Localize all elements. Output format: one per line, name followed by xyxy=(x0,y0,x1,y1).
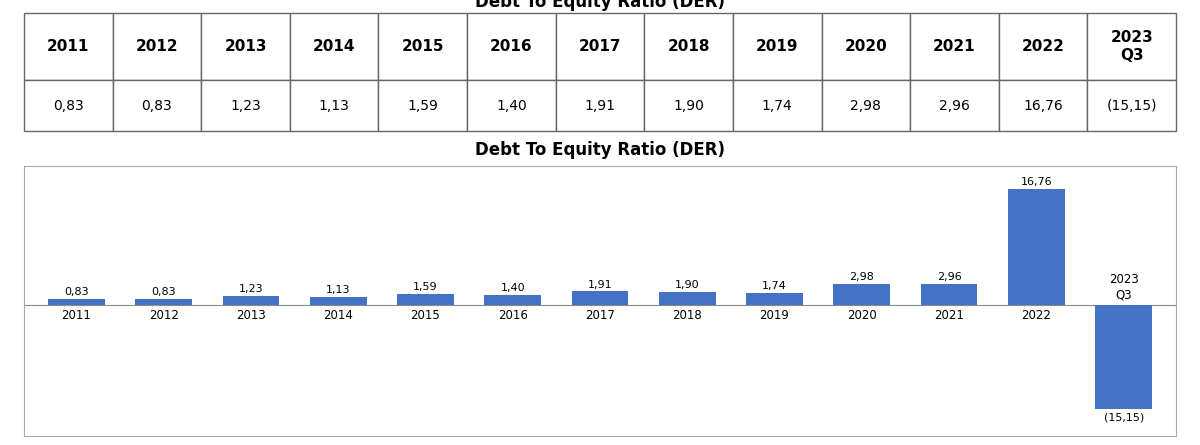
Text: 0,83: 0,83 xyxy=(64,287,89,297)
Bar xyxy=(571,291,629,305)
Text: 1,91: 1,91 xyxy=(588,280,612,290)
Text: 2017: 2017 xyxy=(586,309,614,323)
Text: 2019: 2019 xyxy=(760,309,790,323)
Bar xyxy=(834,284,890,305)
Text: (15,15): (15,15) xyxy=(1104,412,1144,422)
Text: 0,83: 0,83 xyxy=(151,287,176,297)
Bar xyxy=(136,299,192,305)
Text: 2,98: 2,98 xyxy=(850,272,875,282)
Bar xyxy=(1096,305,1152,409)
Text: 1,74: 1,74 xyxy=(762,281,787,291)
Bar xyxy=(920,284,978,305)
Bar xyxy=(310,297,366,305)
Text: 2,96: 2,96 xyxy=(937,272,961,283)
Text: 2012: 2012 xyxy=(149,309,179,323)
Bar xyxy=(48,299,104,305)
Text: 1,59: 1,59 xyxy=(413,282,438,292)
Bar xyxy=(397,294,454,305)
Text: 2023
Q3: 2023 Q3 xyxy=(1109,273,1139,301)
Text: 1,90: 1,90 xyxy=(674,280,700,290)
Bar xyxy=(485,295,541,305)
Text: 2013: 2013 xyxy=(236,309,265,323)
Bar xyxy=(1008,189,1064,305)
Text: 2022: 2022 xyxy=(1021,309,1051,323)
Text: 2011: 2011 xyxy=(61,309,91,323)
Bar xyxy=(222,296,280,305)
Text: 2021: 2021 xyxy=(934,309,964,323)
Text: 1,23: 1,23 xyxy=(239,284,263,295)
Text: 2016: 2016 xyxy=(498,309,528,323)
Text: 16,76: 16,76 xyxy=(1020,177,1052,187)
Text: 2015: 2015 xyxy=(410,309,440,323)
Title: Debt To Equity Ratio (DER): Debt To Equity Ratio (DER) xyxy=(475,141,725,159)
Text: 2014: 2014 xyxy=(323,309,353,323)
Bar xyxy=(659,291,715,305)
Text: 1,13: 1,13 xyxy=(326,285,350,295)
Text: Debt To Equity Ratio (DER): Debt To Equity Ratio (DER) xyxy=(475,0,725,11)
Text: 2018: 2018 xyxy=(672,309,702,323)
Bar xyxy=(746,293,803,305)
Text: 2020: 2020 xyxy=(847,309,877,323)
Text: 1,40: 1,40 xyxy=(500,283,526,293)
